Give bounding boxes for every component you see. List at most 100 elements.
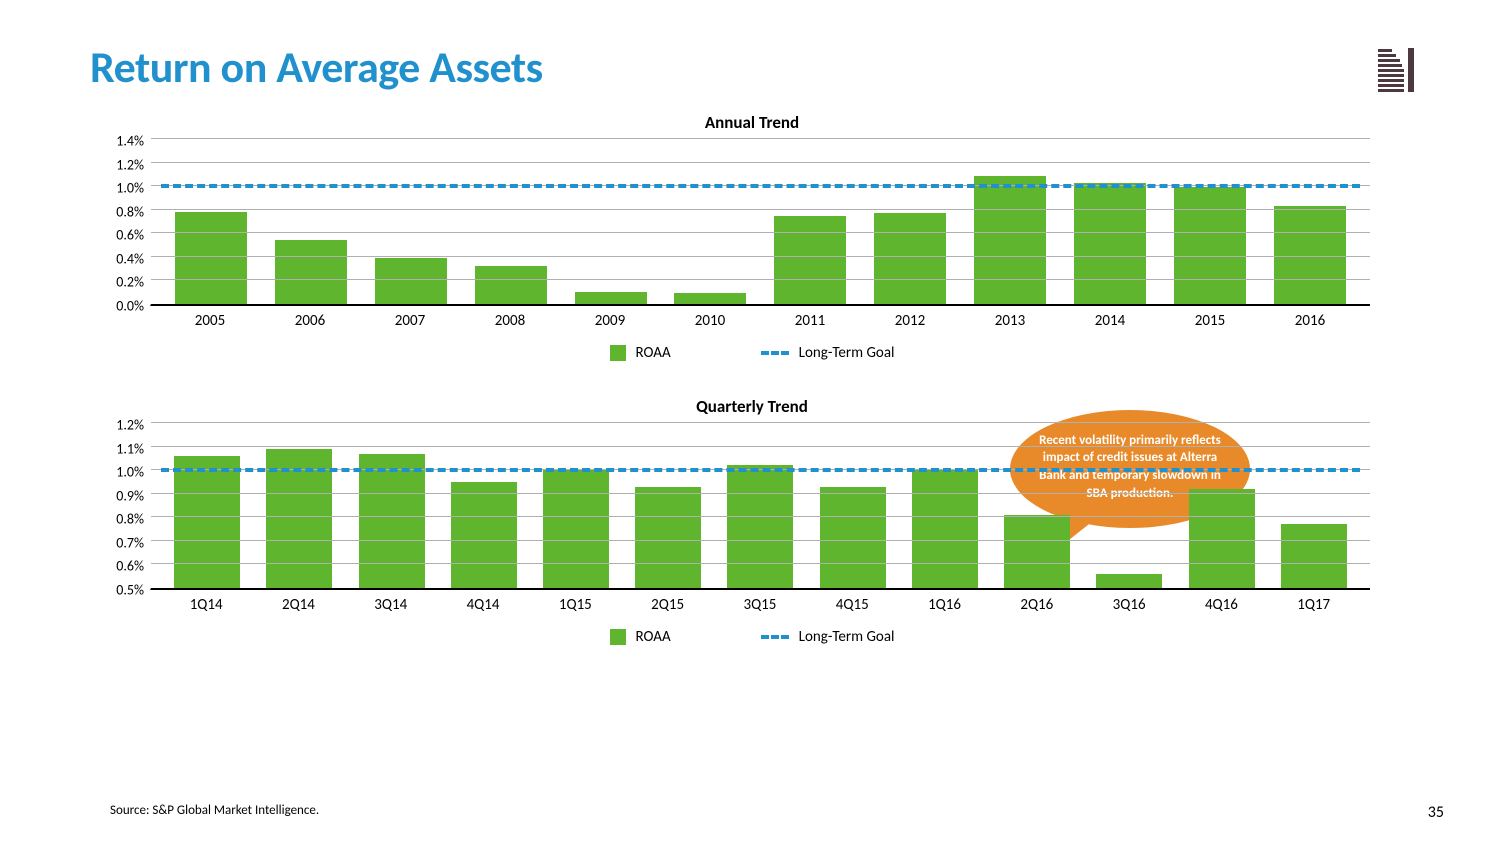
x-tick-label: 1Q17	[1281, 596, 1347, 614]
chart-bar	[475, 266, 547, 304]
chart-bar	[275, 240, 347, 304]
y-tick-label: 1.0%	[116, 180, 144, 197]
x-tick-label: 4Q16	[1188, 596, 1254, 614]
x-tick-label: 2010	[674, 312, 746, 330]
annual-plot-area	[150, 141, 1370, 306]
y-tick-label: 0.6%	[116, 227, 144, 244]
chart-bar	[1189, 489, 1255, 588]
x-tick-label: 2016	[1274, 312, 1346, 330]
x-tick-label: 2013	[974, 312, 1046, 330]
x-tick-label: 2011	[774, 312, 846, 330]
legend-item-goal-q: Long-Term Goal	[761, 628, 895, 646]
y-tick-label: 1.4%	[116, 133, 144, 150]
x-tick-label: 4Q14	[450, 596, 516, 614]
y-tick-label: 0.2%	[116, 274, 144, 291]
x-tick-label: 1Q15	[542, 596, 608, 614]
legend-roaa-label: ROAA	[636, 344, 671, 362]
chart-bar	[774, 216, 846, 304]
chart-bar	[727, 465, 793, 588]
gridline	[151, 422, 1370, 423]
chart-bar	[1281, 524, 1347, 588]
y-tick-label: 1.2%	[116, 156, 144, 173]
quarterly-x-labels: 1Q142Q143Q144Q141Q152Q153Q154Q151Q162Q16…	[150, 590, 1370, 614]
chart-bar	[175, 212, 247, 304]
company-logo-icon	[1378, 48, 1414, 92]
chart-bar	[874, 213, 946, 304]
y-tick-label: 0.4%	[116, 250, 144, 267]
x-tick-label: 2012	[874, 312, 946, 330]
gridline	[151, 209, 1370, 210]
y-tick-label: 0.7%	[116, 534, 144, 551]
quarterly-plot-area	[150, 425, 1370, 590]
quarterly-legend: ROAA Long-Term Goal	[90, 628, 1414, 646]
gridline	[151, 279, 1370, 280]
legend-goal-label: Long-Term Goal	[799, 344, 895, 362]
x-tick-label: 2006	[274, 312, 346, 330]
goal-swatch-icon	[761, 351, 789, 355]
annual-chart-wrap: 0.0%0.2%0.4%0.6%0.8%1.0%1.2%1.4% 2005200…	[150, 141, 1414, 330]
x-tick-label: 1Q14	[173, 596, 239, 614]
legend-item-goal: Long-Term Goal	[761, 344, 895, 362]
legend-roaa-label-q: ROAA	[636, 628, 671, 646]
gridline	[151, 563, 1370, 564]
legend-item-roaa-q: ROAA	[610, 628, 671, 646]
chart-bar	[1004, 515, 1070, 588]
x-tick-label: 2009	[574, 312, 646, 330]
x-tick-label: 2Q15	[635, 596, 701, 614]
quarterly-y-axis: 0.5%0.6%0.7%0.8%0.9%1.0%1.1%1.2%	[90, 425, 148, 590]
gridline	[151, 516, 1370, 517]
chart-bar	[174, 456, 240, 588]
chart-bar	[375, 258, 447, 304]
x-tick-label: 2007	[374, 312, 446, 330]
chart-bar	[543, 470, 609, 588]
chart-bar	[1074, 183, 1146, 304]
x-tick-label: 2Q16	[1004, 596, 1070, 614]
y-tick-label: 0.8%	[116, 511, 144, 528]
chart-bar	[674, 293, 746, 304]
legend-item-roaa: ROAA	[610, 344, 671, 362]
x-tick-label: 2005	[174, 312, 246, 330]
gridline	[151, 540, 1370, 541]
x-tick-label: 4Q15	[819, 596, 885, 614]
chart-bar	[1174, 187, 1246, 304]
quarterly-chart-title: Quarterly Trend	[90, 396, 1414, 417]
chart-bar	[451, 482, 517, 588]
x-tick-label: 3Q16	[1096, 596, 1162, 614]
x-tick-label: 2008	[474, 312, 546, 330]
chart-bar	[635, 487, 701, 588]
y-tick-label: 1.1%	[116, 440, 144, 457]
annual-x-labels: 2005200620072008200920102011201220132014…	[150, 306, 1370, 330]
y-tick-label: 0.9%	[116, 487, 144, 504]
roaa-swatch-icon	[610, 345, 626, 361]
chart-bar	[359, 454, 425, 588]
x-tick-label: 1Q16	[912, 596, 978, 614]
annual-y-axis: 0.0%0.2%0.4%0.6%0.8%1.0%1.2%1.4%	[90, 141, 148, 306]
y-tick-label: 0.0%	[116, 298, 144, 315]
gridline	[151, 446, 1370, 447]
page-number: 35	[1428, 803, 1444, 822]
gridline	[151, 493, 1370, 494]
y-tick-label: 1.0%	[116, 464, 144, 481]
page-title: Return on Average Assets	[90, 40, 543, 94]
gridline	[151, 138, 1370, 139]
quarterly-trend-chart: Quarterly Trend 0.5%0.6%0.7%0.8%0.9%1.0%…	[90, 396, 1414, 646]
gridline	[151, 232, 1370, 233]
chart-bar	[820, 487, 886, 588]
y-tick-label: 0.5%	[116, 582, 144, 599]
long-term-goal-line	[161, 468, 1360, 472]
goal-swatch-icon-q	[761, 635, 789, 639]
annual-trend-chart: Annual Trend 0.0%0.2%0.4%0.6%0.8%1.0%1.2…	[90, 112, 1414, 362]
chart-bar	[912, 470, 978, 588]
roaa-swatch-icon-q	[610, 629, 626, 645]
y-tick-label: 0.8%	[116, 203, 144, 220]
quarterly-chart-wrap: 0.5%0.6%0.7%0.8%0.9%1.0%1.1%1.2% 1Q142Q1…	[150, 425, 1414, 614]
x-tick-label: 2015	[1174, 312, 1246, 330]
legend-goal-label-q: Long-Term Goal	[799, 628, 895, 646]
y-tick-label: 1.2%	[116, 417, 144, 434]
annual-legend: ROAA Long-Term Goal	[90, 344, 1414, 362]
chart-bar	[575, 292, 647, 304]
gridline	[151, 162, 1370, 163]
y-tick-label: 0.6%	[116, 558, 144, 575]
long-term-goal-line	[161, 184, 1360, 188]
x-tick-label: 3Q14	[358, 596, 424, 614]
